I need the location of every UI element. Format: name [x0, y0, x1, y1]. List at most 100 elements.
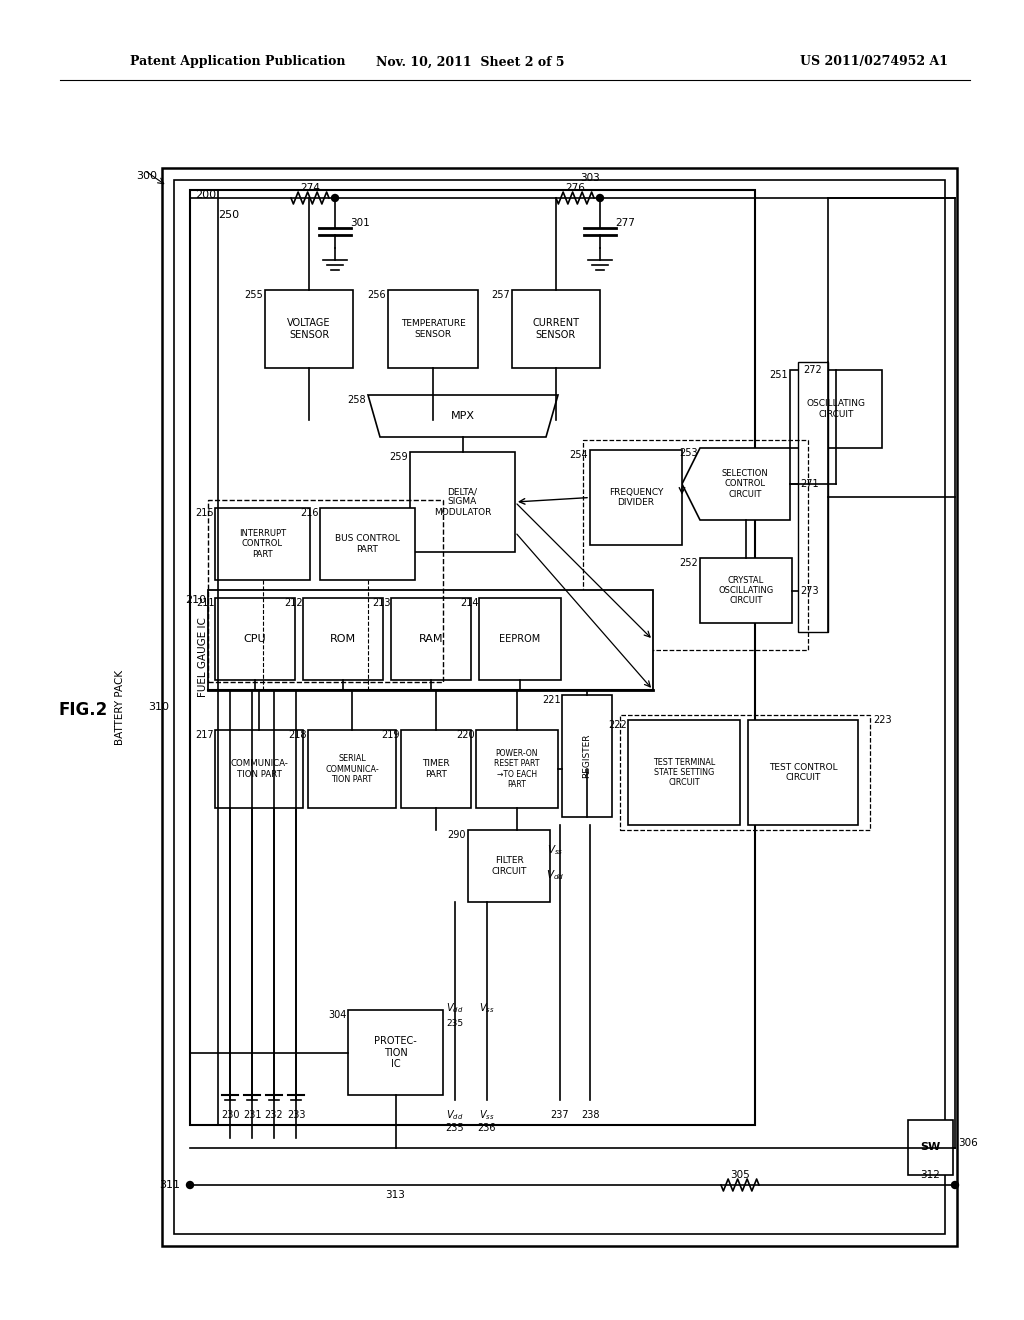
Text: 235: 235: [446, 1019, 464, 1027]
Text: COMMUNICA-
TION PART: COMMUNICA- TION PART: [230, 759, 288, 779]
Circle shape: [597, 194, 603, 202]
Bar: [748, 719, 858, 825]
Text: TEST TERMINAL
STATE SETTING
CIRCUIT: TEST TERMINAL STATE SETTING CIRCUIT: [653, 758, 715, 788]
Text: 290: 290: [447, 830, 466, 840]
Text: 211: 211: [197, 598, 215, 609]
Text: CURRENT
SENSOR: CURRENT SENSOR: [532, 318, 580, 339]
Text: EEPROM: EEPROM: [500, 634, 541, 644]
Bar: [401, 730, 471, 808]
Text: 274: 274: [300, 183, 319, 193]
Text: BATTERY PACK: BATTERY PACK: [115, 669, 125, 744]
Text: SERIAL
COMMUNICA-
TION PART: SERIAL COMMUNICA- TION PART: [326, 754, 379, 784]
Text: 301: 301: [350, 218, 370, 228]
Text: FILTER
CIRCUIT: FILTER CIRCUIT: [492, 857, 526, 875]
Bar: [388, 290, 478, 368]
Bar: [162, 168, 957, 1246]
Text: 311: 311: [159, 1180, 180, 1191]
Text: PROTEC-
TION
IC: PROTEC- TION IC: [374, 1036, 417, 1069]
Text: 223: 223: [873, 715, 892, 725]
Text: 251: 251: [769, 370, 788, 380]
Text: 210: 210: [185, 595, 206, 605]
Text: Patent Application Publication: Patent Application Publication: [130, 55, 345, 69]
Text: INTERRUPT
CONTROL
PART: INTERRUPT CONTROL PART: [239, 529, 286, 558]
Text: 233: 233: [287, 1110, 305, 1119]
Circle shape: [951, 1181, 958, 1188]
Text: 300: 300: [136, 172, 157, 181]
Text: 219: 219: [382, 730, 400, 741]
Text: DELTA/
SIGMA
MODULATOR: DELTA/ SIGMA MODULATOR: [434, 487, 492, 517]
Circle shape: [332, 194, 339, 202]
Text: RAM: RAM: [419, 634, 443, 644]
Bar: [215, 598, 295, 680]
Text: 252: 252: [679, 558, 698, 568]
Text: $V_{ss}$: $V_{ss}$: [479, 1107, 495, 1122]
Text: 221: 221: [543, 696, 561, 705]
Bar: [562, 696, 612, 817]
Bar: [208, 500, 443, 682]
Bar: [512, 290, 600, 368]
Text: $V_{ss}$: $V_{ss}$: [479, 1001, 495, 1015]
Text: 254: 254: [569, 450, 588, 459]
Text: POWER-ON
RESET PART
→TO EACH
PART: POWER-ON RESET PART →TO EACH PART: [495, 748, 540, 789]
Text: 304: 304: [329, 1010, 347, 1020]
Bar: [468, 830, 550, 902]
Text: US 2011/0274952 A1: US 2011/0274952 A1: [800, 55, 948, 69]
Text: 222: 222: [608, 719, 627, 730]
Text: 215: 215: [196, 508, 214, 517]
Text: 235: 235: [445, 1123, 464, 1133]
Text: 232: 232: [264, 1110, 284, 1119]
Text: 258: 258: [347, 395, 366, 405]
Text: CPU: CPU: [244, 634, 266, 644]
Bar: [620, 715, 870, 830]
Text: MPX: MPX: [451, 411, 475, 421]
Text: 218: 218: [289, 730, 307, 741]
Text: 236: 236: [478, 1123, 497, 1133]
Bar: [798, 362, 828, 632]
Text: 272: 272: [804, 366, 822, 375]
Text: 213: 213: [373, 598, 391, 609]
Text: CRYSTAL
OSCILLATING
CIRCUIT: CRYSTAL OSCILLATING CIRCUIT: [719, 576, 773, 606]
Text: 312: 312: [920, 1170, 940, 1180]
Text: 305: 305: [730, 1170, 750, 1180]
Text: 276: 276: [565, 183, 585, 193]
Circle shape: [186, 1181, 194, 1188]
Bar: [700, 558, 792, 623]
Text: 273: 273: [800, 586, 818, 595]
Text: FIG.2: FIG.2: [58, 701, 108, 719]
Bar: [308, 730, 396, 808]
Text: BUS CONTROL
PART: BUS CONTROL PART: [335, 535, 400, 553]
Text: SELECTION
CONTROL
CIRCUIT: SELECTION CONTROL CIRCUIT: [722, 469, 768, 499]
Bar: [265, 290, 353, 368]
Text: 256: 256: [368, 290, 386, 300]
Text: $V_{dd}$: $V_{dd}$: [446, 1107, 464, 1122]
Text: 200: 200: [195, 190, 216, 201]
Polygon shape: [682, 447, 790, 520]
Text: 253: 253: [679, 447, 698, 458]
Bar: [208, 590, 653, 690]
Bar: [303, 598, 383, 680]
Bar: [190, 190, 755, 1125]
Text: 310: 310: [148, 702, 169, 711]
Bar: [410, 451, 515, 552]
Bar: [215, 508, 310, 579]
Text: 303: 303: [581, 173, 600, 183]
Bar: [790, 370, 882, 447]
Text: TEMPERATURE
SENSOR: TEMPERATURE SENSOR: [400, 319, 465, 339]
Text: 255: 255: [245, 290, 263, 300]
Text: 257: 257: [492, 290, 510, 300]
Text: 231: 231: [243, 1110, 261, 1119]
Text: 313: 313: [386, 1191, 406, 1200]
Text: 277: 277: [615, 218, 635, 228]
Text: TEST CONTROL
CIRCUIT: TEST CONTROL CIRCUIT: [769, 763, 838, 783]
Text: OSCILLATING
CIRCUIT: OSCILLATING CIRCUIT: [807, 399, 865, 418]
Text: FREQUENCY
DIVIDER: FREQUENCY DIVIDER: [609, 488, 664, 507]
Bar: [908, 1119, 953, 1175]
Text: 216: 216: [300, 508, 319, 517]
Bar: [590, 450, 682, 545]
Text: REGISTER: REGISTER: [583, 734, 592, 779]
Text: Nov. 10, 2011  Sheet 2 of 5: Nov. 10, 2011 Sheet 2 of 5: [376, 55, 564, 69]
Bar: [391, 598, 471, 680]
Bar: [479, 598, 561, 680]
Text: 217: 217: [196, 730, 214, 741]
Text: 230: 230: [221, 1110, 240, 1119]
